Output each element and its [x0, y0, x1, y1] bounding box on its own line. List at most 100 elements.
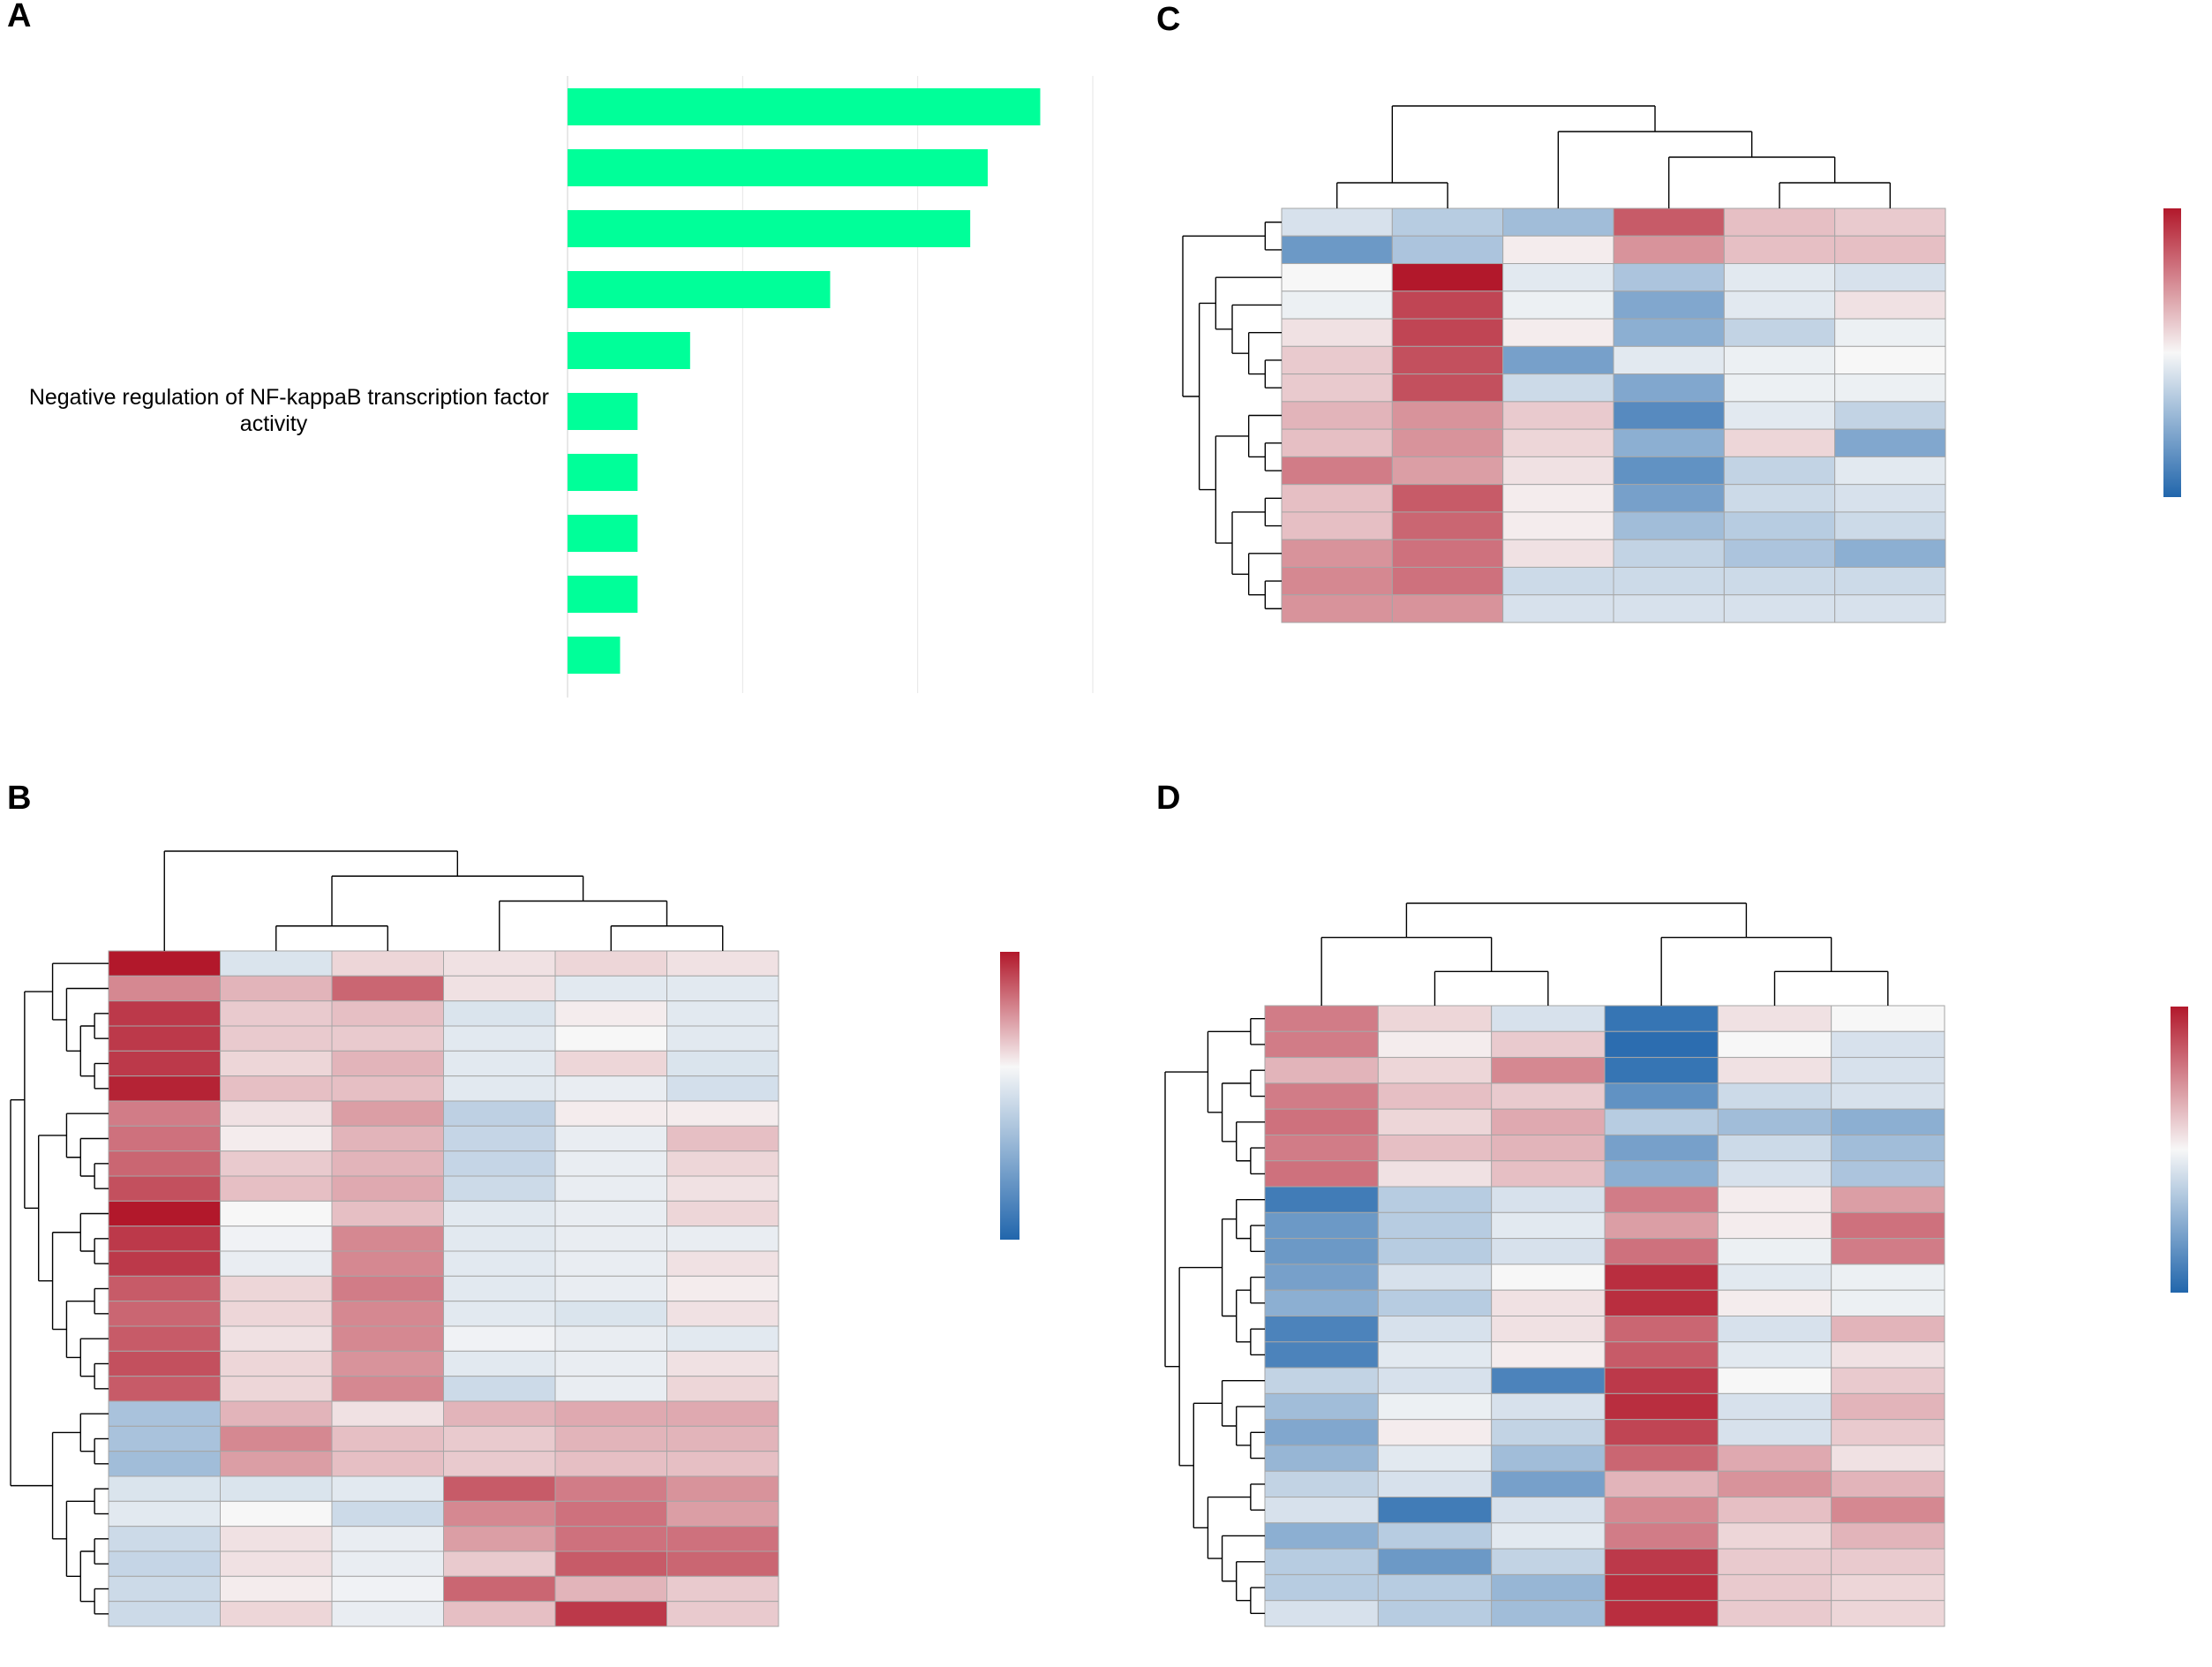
heatmap-cell	[1604, 1419, 1719, 1446]
heatmap-cell	[666, 1575, 779, 1603]
panel-a-bar-chart: Negative regulation of NF-kappaB transcr…	[29, 76, 1094, 698]
heatmap-cell	[220, 1301, 333, 1327]
heatmap-cell	[1717, 1134, 1832, 1162]
heatmap-cell	[1391, 566, 1504, 596]
heatmap-cell	[666, 1000, 779, 1027]
heatmap-cell	[1502, 484, 1614, 513]
heatmap-cell	[1831, 1497, 1945, 1524]
heatmap-cell	[1834, 345, 1946, 375]
heatmap-cell	[1502, 539, 1614, 568]
heatmap-cell	[1604, 1005, 1719, 1032]
heatmap-cell	[331, 1025, 444, 1052]
heatmap-cell	[1391, 484, 1504, 513]
heatmap-cell	[1834, 401, 1946, 430]
heatmap-cell	[331, 1125, 444, 1152]
heatmap-cell	[1391, 263, 1504, 292]
heatmap-cell	[1717, 1522, 1832, 1550]
heatmap-cell	[1717, 1289, 1832, 1317]
heatmap-cell	[331, 1301, 444, 1327]
heatmap-cell	[1502, 207, 1614, 237]
heatmap-cell	[1717, 1392, 1832, 1421]
heatmap-cell	[443, 1150, 556, 1177]
heatmap-cell	[1377, 1057, 1493, 1084]
heatmap-cell	[554, 1200, 667, 1227]
heatmap-cell	[1264, 1211, 1379, 1240]
heatmap-cell	[1604, 1341, 1719, 1369]
heatmap-cell	[1377, 1289, 1493, 1317]
heatmap-cell	[1723, 456, 1836, 486]
heatmap-cell	[220, 1425, 333, 1452]
heatmap-cell	[1717, 1341, 1832, 1369]
heatmap-cell	[1604, 1497, 1719, 1524]
heatmap-cell	[1264, 1497, 1379, 1524]
heatmap-cell	[443, 1550, 556, 1577]
heatmap-cell	[666, 1526, 779, 1552]
heatmap-cell	[1377, 1548, 1493, 1575]
heatmap-cell	[666, 1250, 779, 1277]
heatmap-cell	[108, 1376, 221, 1402]
heatmap-cell	[443, 1200, 556, 1227]
heatmap-cell	[108, 1075, 221, 1102]
heatmap-cell	[1604, 1057, 1719, 1084]
heatmap-cell	[1377, 1419, 1493, 1446]
heatmap-cell	[1613, 263, 1725, 292]
heatmap-cell	[220, 1075, 333, 1102]
heatmap-cell	[1491, 1108, 1606, 1135]
heatmap-cell	[1834, 484, 1946, 513]
heatmap-cell	[1377, 1134, 1493, 1162]
panel-letter-a: A	[7, 0, 31, 34]
heatmap-cell	[1281, 290, 1393, 320]
heatmap-cell	[108, 1000, 221, 1027]
heatmap-cell	[1613, 207, 1725, 237]
heatmap-cell	[1717, 1238, 1832, 1265]
heatmap-cell	[554, 1475, 667, 1502]
heatmap-cell	[1491, 1497, 1606, 1524]
heatmap-cell	[1391, 401, 1504, 430]
heatmap-cell	[1723, 428, 1836, 457]
heatmap-cell	[1264, 1392, 1379, 1421]
heatmap-cell	[1391, 290, 1504, 320]
heatmap-cell	[1491, 1419, 1606, 1446]
heatmap-cell	[108, 1150, 221, 1177]
heatmap-cell	[1717, 1419, 1832, 1446]
heatmap-cell	[554, 1075, 667, 1102]
heatmap-cell	[331, 1175, 444, 1202]
heatmap-cell	[1264, 1030, 1379, 1059]
heatmap-cell	[1281, 484, 1393, 513]
heatmap-cell	[220, 1601, 333, 1627]
heatmap-cell	[1834, 566, 1946, 596]
heatmap-cell	[443, 1451, 556, 1477]
heatmap-cell	[1723, 511, 1836, 540]
heatmap-cell	[1502, 318, 1614, 347]
heatmap-cell	[443, 1425, 556, 1452]
heatmap-cell	[1834, 207, 1946, 237]
heatmap-cell	[666, 1100, 779, 1127]
heatmap-cell	[1264, 1005, 1379, 1032]
heatmap-cell	[1834, 456, 1946, 486]
category-label: Negative regulation of NF-kappaB transcr…	[29, 385, 549, 410]
heatmap-cell	[1491, 1238, 1606, 1265]
heatmap-cell	[443, 1275, 556, 1302]
heatmap-cell	[1491, 1030, 1606, 1059]
panel-d-heatmap	[1164, 902, 2188, 1627]
heatmap-cell	[1491, 1341, 1606, 1369]
heatmap-cell	[1604, 1367, 1719, 1394]
heatmap-cell	[1834, 373, 1946, 403]
heatmap-cell	[1491, 1057, 1606, 1084]
bar	[568, 332, 690, 369]
heatmap-cell	[666, 1175, 779, 1202]
heatmap-cell	[108, 1275, 221, 1302]
heatmap-cell	[666, 950, 779, 977]
bar	[568, 515, 638, 552]
heatmap-cell	[1377, 1160, 1493, 1188]
heatmap-cell	[1491, 1392, 1606, 1421]
heatmap-cell	[1831, 1186, 1945, 1213]
heatmap-cell	[331, 1575, 444, 1603]
heatmap-cell	[1264, 1238, 1379, 1265]
heatmap-cell	[1264, 1548, 1379, 1575]
heatmap-cell	[1491, 1367, 1606, 1394]
heatmap-cell	[1604, 1082, 1719, 1110]
heatmap-cell	[1391, 456, 1504, 486]
heatmap-cell	[1264, 1289, 1379, 1317]
heatmap-cell	[331, 1376, 444, 1402]
